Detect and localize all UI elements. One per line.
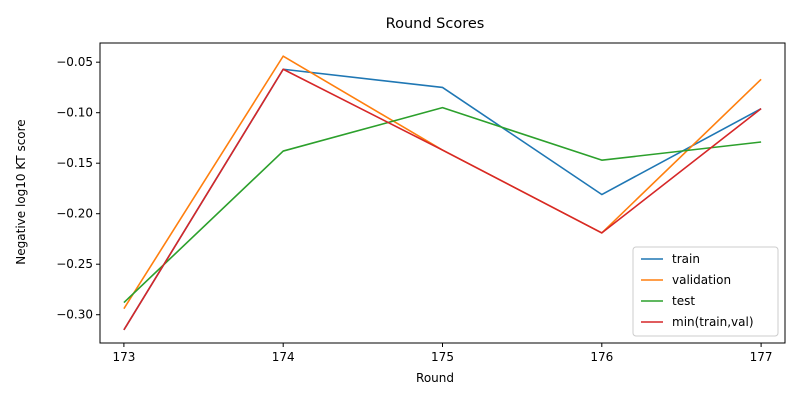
legend-label: min(train,val) (672, 315, 754, 329)
x-tick-label: 173 (112, 350, 135, 364)
y-tick-label: −0.20 (56, 207, 93, 221)
legend-box (632, 246, 779, 337)
y-tick-label: −0.05 (56, 55, 93, 69)
chart-title: Round Scores (386, 16, 485, 32)
x-tick-label: 177 (750, 350, 773, 364)
x-tick-label: 175 (431, 350, 454, 364)
y-tick-label: −0.10 (56, 106, 93, 120)
legend-label: train (672, 252, 700, 266)
y-axis-label: Negative log10 KT score (14, 119, 28, 264)
legend-label: test (672, 294, 695, 308)
plot-lines (123, 55, 762, 331)
legend-label: validation (672, 273, 731, 287)
y-tick-label: −0.15 (56, 156, 93, 170)
x-axis-label: Round (416, 371, 454, 385)
x-tick-label: 176 (590, 350, 613, 364)
y-tick-label: −0.25 (56, 257, 93, 271)
series-line-min-train-val (123, 68, 762, 331)
y-axis: −0.30 −0.25 −0.20 −0.15 −0.10 −0.05 (56, 55, 100, 322)
y-tick-label: −0.30 (56, 308, 93, 322)
x-axis: 173 174 175 176 177 (112, 343, 773, 364)
series-line-test (123, 106, 762, 304)
x-tick-label: 174 (272, 350, 295, 364)
legend: train validation test min(train,val) (632, 246, 779, 337)
